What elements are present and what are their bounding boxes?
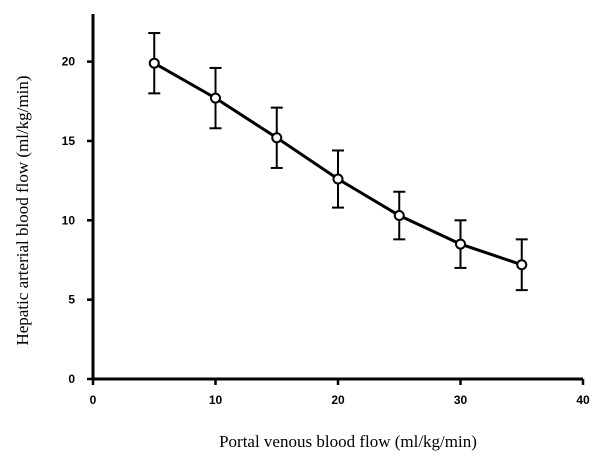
plot-area <box>148 32 528 292</box>
data-point <box>332 173 344 185</box>
y-tick-label: 5 <box>68 293 75 307</box>
y-axis-title: Hepatic arterial blood flow (ml/kg/min) <box>13 75 32 345</box>
y-tick-label: 15 <box>62 134 76 148</box>
x-axis-title: Portal venous blood flow (ml/kg/min) <box>219 432 477 451</box>
x-tick-label: 10 <box>209 393 223 407</box>
y-tick-label: 20 <box>62 55 76 69</box>
x-tick-label: 30 <box>454 393 468 407</box>
x-tick-label: 0 <box>90 393 97 407</box>
y-tick-label: 10 <box>62 213 76 227</box>
ticks: 0 10 20 30 40 0 5 10 15 20 <box>62 55 590 407</box>
data-point <box>393 210 405 222</box>
x-tick-label: 40 <box>576 393 590 407</box>
data-point <box>148 57 160 69</box>
y-tick-label: 0 <box>68 372 75 386</box>
data-point <box>455 238 466 250</box>
x-tick-label: 20 <box>331 393 345 407</box>
data-point <box>516 259 528 271</box>
data-point <box>271 132 283 144</box>
data-point <box>210 92 221 104</box>
